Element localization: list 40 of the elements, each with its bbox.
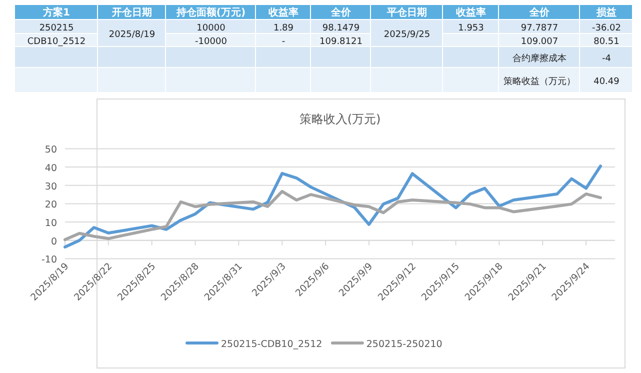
text: 80.51 — [594, 37, 620, 47]
category-label: 持仓面额(万元) — [175, 6, 246, 18]
y-tick-label: 10 — [44, 218, 57, 230]
legend-label: 250215-CDB10_2512 — [221, 339, 322, 350]
y-tick-label: 20 — [44, 200, 57, 211]
y-tick-label: 30 — [44, 181, 57, 192]
y-tick-label: 0 — [50, 236, 57, 248]
text: 97.7877 — [520, 24, 558, 34]
text: -4 — [602, 54, 612, 64]
text: -10000 — [195, 37, 228, 47]
text: 策略收益（万元） — [504, 76, 576, 87]
text: 1.89 — [273, 24, 294, 34]
category-label: 全价 — [528, 6, 550, 18]
line-series — [64, 190, 602, 242]
category-label: 平仓日期 — [386, 6, 427, 18]
text: 2025/9/25 — [384, 30, 430, 40]
text: 40.49 — [594, 77, 620, 87]
text: CDB10_2512 — [27, 37, 86, 47]
text: 1.953 — [458, 24, 484, 34]
text: - — [282, 37, 286, 47]
y-tick-label: 50 — [44, 144, 57, 156]
legend-label: 250215-250210 — [366, 339, 442, 350]
category-label: 开仓日期 — [111, 6, 152, 18]
text: 109.8121 — [320, 37, 362, 47]
chart-title: 策略收入(万元) — [299, 112, 381, 126]
category-label: 损益 — [596, 6, 616, 18]
text: 合约摩擦成本 — [512, 53, 566, 64]
text: -36.02 — [592, 24, 622, 34]
category-label: 收益率 — [456, 6, 486, 18]
y-tick-label: 40 — [44, 163, 57, 174]
category-label: 全价 — [330, 6, 352, 18]
text: 109.007 — [520, 37, 558, 47]
text: 98.1479 — [322, 24, 360, 34]
text: 250215 — [39, 24, 74, 34]
text: 2025/8/19 — [108, 30, 156, 40]
text: 10000 — [196, 24, 226, 34]
category-label: 方案1 — [42, 6, 70, 18]
category-label: 收益率 — [268, 6, 298, 18]
y-tick-label: -10 — [41, 254, 57, 266]
line-series — [64, 164, 602, 248]
